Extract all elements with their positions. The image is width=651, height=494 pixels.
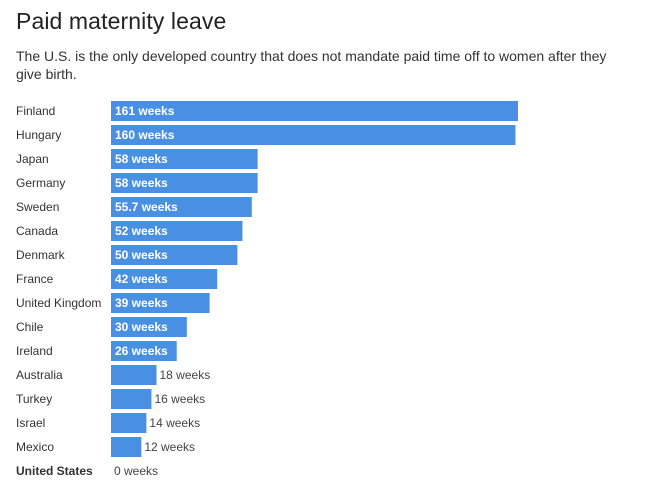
category-label-sweden: Sweden — [16, 200, 59, 214]
category-label-germany: Germany — [16, 176, 65, 190]
category-label-mexico: Mexico — [16, 440, 54, 454]
category-label-finland: Finland — [16, 104, 55, 118]
category-label-turkey: Turkey — [16, 392, 52, 406]
category-label-chile: Chile — [16, 320, 44, 334]
data-label-united-kingdom: 39 weeks — [115, 296, 168, 310]
data-label-ireland: 26 weeks — [115, 344, 168, 358]
bar-sweden — [111, 197, 252, 217]
bar-israel — [111, 413, 147, 433]
data-label-germany: 58 weeks — [115, 176, 168, 190]
bar-united-kingdom — [111, 293, 210, 313]
category-label-australia: Australia — [16, 368, 63, 382]
bar-japan — [111, 149, 258, 169]
chart-subtitle: The U.S. is the only developed country t… — [16, 48, 607, 82]
category-label-denmark: Denmark — [16, 248, 66, 262]
data-label-turkey: 16 weeks — [154, 392, 205, 406]
category-label-ireland: Ireland — [16, 344, 53, 358]
bar-canada — [111, 221, 243, 241]
data-label-denmark: 50 weeks — [115, 248, 168, 262]
data-label-chile: 30 weeks — [115, 320, 168, 334]
category-label-united-states: United States — [16, 464, 93, 478]
category-label-france: France — [16, 272, 54, 286]
bar-denmark — [111, 245, 238, 265]
bar-turkey — [111, 389, 152, 409]
data-label-france: 42 weeks — [115, 272, 168, 286]
data-label-hungary: 160 weeks — [115, 128, 175, 142]
bar-finland — [111, 101, 518, 121]
category-label-canada: Canada — [16, 224, 58, 238]
bar-mexico — [111, 437, 142, 457]
category-label-japan: Japan — [16, 152, 49, 166]
data-label-australia: 18 weeks — [160, 368, 211, 382]
data-label-united-states: 0 weeks — [114, 464, 158, 478]
data-label-japan: 58 weeks — [115, 152, 168, 166]
chart-title: Paid maternity leave — [16, 8, 227, 34]
bar-australia — [111, 365, 157, 385]
bar-hungary — [111, 125, 516, 145]
data-label-canada: 52 weeks — [115, 224, 168, 238]
data-label-israel: 14 weeks — [149, 416, 200, 430]
bar-france — [111, 269, 218, 289]
data-label-finland: 161 weeks — [115, 104, 175, 118]
category-label-united-kingdom: United Kingdom — [16, 296, 101, 310]
bar-germany — [111, 173, 258, 193]
data-label-mexico: 12 weeks — [144, 440, 195, 454]
category-label-israel: Israel — [16, 416, 45, 430]
bar-ireland — [111, 341, 177, 361]
data-label-sweden: 55.7 weeks — [115, 200, 178, 214]
category-label-hungary: Hungary — [16, 128, 61, 142]
bar-chile — [111, 317, 187, 337]
